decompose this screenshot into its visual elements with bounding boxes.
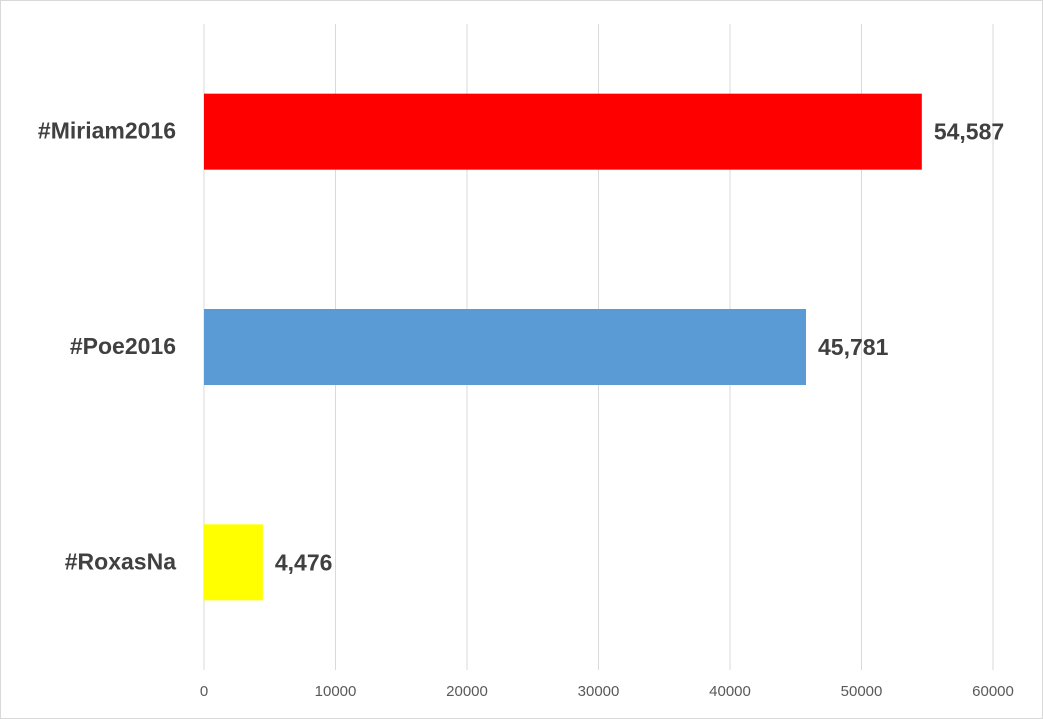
y-tick-label: #Poe2016 — [70, 333, 176, 359]
value-label: 4,476 — [275, 549, 333, 575]
x-tick-label: 50000 — [841, 683, 883, 700]
x-tick-label: 40000 — [709, 683, 751, 700]
bar — [204, 93, 922, 170]
x-tick-label: 10000 — [315, 683, 357, 700]
y-tick-label: #Miriam2016 — [38, 118, 176, 144]
y-tick-label: #RoxasNa — [65, 548, 176, 574]
x-tick-label: 0 — [200, 683, 208, 700]
x-tick-label: 60000 — [972, 683, 1014, 700]
bar — [204, 524, 263, 601]
x-tick-label: 20000 — [446, 683, 488, 700]
bar — [204, 309, 807, 385]
value-label: 45,781 — [818, 334, 889, 360]
x-tick-label: 30000 — [578, 683, 620, 700]
value-label: 54,587 — [934, 119, 1004, 145]
